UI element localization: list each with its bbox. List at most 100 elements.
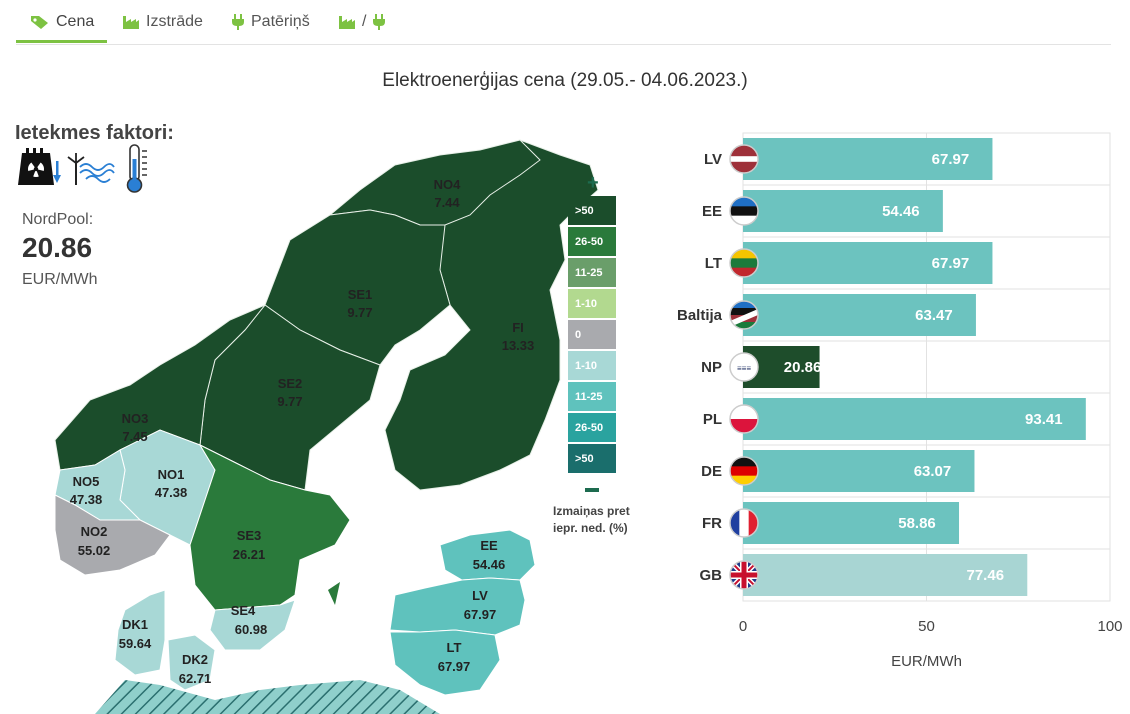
tab-izstrade[interactable]: Izstrāde (122, 10, 203, 34)
bar-value-label: 93.41 (1025, 411, 1063, 428)
estonia-flag-icon (729, 196, 759, 226)
lithuania-flag-icon (729, 248, 759, 278)
label-dk1-id: DK1 (122, 617, 148, 632)
legend-item: 26-50 (568, 227, 616, 258)
legend-plus-icon: + (587, 172, 599, 194)
label-no1-id: NO1 (158, 467, 185, 482)
legend-item: 11-25 (568, 258, 616, 289)
nuclear-plant-down-icon (18, 148, 61, 185)
label-ee-id: EE (480, 538, 498, 553)
bar-value-label: 20.86 (784, 359, 822, 376)
region-no2[interactable] (54, 494, 171, 576)
legend-item: >50 (568, 196, 616, 227)
bar-baltija (743, 294, 976, 336)
region-gotland (328, 582, 340, 605)
category-label: LT (705, 255, 722, 272)
factor-icons (16, 143, 176, 200)
germany-flag-icon (729, 456, 759, 486)
map-legend: >50 26-50 11-25 1-10 0 1-10 11-25 26-50 >50 (568, 196, 616, 475)
label-lv-id: LV (472, 588, 488, 603)
tab-ratio[interactable]: / (338, 10, 386, 34)
nordpool-unit: EUR/MWh (22, 271, 98, 288)
legend-item: >50 (568, 444, 616, 475)
label-se1-value: 9.77 (347, 305, 372, 320)
label-dk2-value: 62.71 (179, 671, 212, 686)
price-map: NO4 7.44 SE1 9.77 FI 13.33 SE2 9.77 NO3 … (54, 139, 599, 714)
label-no3-value: 7.45 (122, 429, 147, 444)
label-no1-value: 47.38 (155, 485, 188, 500)
category-label: GB (700, 567, 723, 584)
region-dk2[interactable] (167, 634, 216, 691)
category-label: EE (702, 203, 722, 220)
label-se4-id: SE4 (231, 603, 256, 618)
svg-text:≡≡≡: ≡≡≡ (737, 364, 751, 373)
category-label: Baltija (677, 307, 723, 324)
latvia-flag-icon (729, 144, 759, 174)
x-tick-label: 50 (918, 618, 935, 635)
label-no3-id: NO3 (122, 411, 149, 426)
label-dk1-value: 59.64 (119, 636, 152, 651)
tag-icon (31, 16, 48, 29)
region-lt[interactable] (389, 629, 501, 696)
category-label: DE (701, 463, 722, 480)
region-hatched-south (95, 680, 440, 714)
label-lv-value: 67.97 (464, 607, 497, 622)
category-label: NP (701, 359, 722, 376)
legend-item: 0 (568, 320, 616, 351)
bar-value-label: 54.46 (882, 203, 920, 220)
region-lv[interactable] (389, 577, 526, 636)
bar-pl (743, 398, 1086, 440)
nordpool-logo-icon: ≡≡≡ (729, 352, 759, 382)
x-tick-label: 0 (739, 618, 747, 635)
region-se4[interactable] (209, 599, 296, 651)
bar-ee (743, 190, 943, 232)
label-ee-value: 54.46 (473, 557, 506, 572)
tab-ratio-label: / (362, 13, 367, 30)
tab-paterins-label: Patēriņš (251, 13, 310, 30)
nordpool-label: NordPool: (22, 211, 94, 228)
label-no4-id: NO4 (434, 177, 462, 192)
label-se1-id: SE1 (348, 287, 373, 302)
france-flag-icon (729, 508, 759, 538)
label-se3-id: SE3 (237, 528, 262, 543)
label-fi-id: FI (512, 320, 524, 335)
category-label: LV (704, 151, 722, 168)
bar-value-label: 63.47 (915, 307, 953, 324)
active-tab-indicator (16, 40, 107, 43)
bar-value-label: 63.07 (914, 463, 952, 480)
thermometer-icon (126, 144, 147, 193)
plug-icon (232, 14, 244, 30)
price-bar-chart: 67.97 LV 54.46 EE 67.97 LT 63.47 Baltija 20.86 NP… (677, 132, 1123, 670)
label-no5-value: 47.38 (70, 492, 103, 507)
bar-fr (743, 502, 960, 544)
poland-flag-icon (729, 404, 759, 434)
legend-minus-icon (585, 488, 599, 492)
legend-item: 1-10 (568, 289, 616, 320)
tab-paterins[interactable]: Patēriņš (231, 10, 310, 34)
label-no4-value: 7.44 (434, 195, 460, 210)
label-se2-id: SE2 (278, 376, 303, 391)
label-no5-id: NO5 (73, 474, 100, 489)
category-label: PL (703, 411, 722, 428)
chart-title: Elektroenerģijas cena (29.05.- 04.06.202… (382, 70, 748, 91)
wind-water-icon (67, 153, 115, 185)
legend-note-line1: Izmaiņas pret (553, 504, 630, 518)
legend-item: 11-25 (568, 382, 616, 413)
legend-note: Izmaiņas pret iepr. ned. (%) (553, 503, 630, 537)
bar-de (743, 450, 975, 492)
region-se3[interactable] (189, 443, 351, 611)
bar-value-label: 67.97 (932, 255, 970, 272)
label-fi-value: 13.33 (502, 338, 535, 353)
label-lt-value: 67.97 (438, 659, 471, 674)
factory-icon (123, 16, 139, 29)
label-no2-value: 55.02 (78, 543, 111, 558)
category-label: FR (702, 515, 722, 532)
tab-cena[interactable]: Cena (30, 10, 94, 34)
region-labels: NO4 7.44 SE1 9.77 FI 13.33 SE2 9.77 NO3 … (70, 177, 535, 686)
baltics-flag-icon (729, 300, 759, 330)
label-dk2-id: DK2 (182, 652, 208, 667)
tab-cena-label: Cena (56, 13, 95, 30)
region-dk1[interactable] (114, 589, 166, 676)
label-se2-value: 9.77 (277, 394, 302, 409)
region-ee[interactable] (439, 529, 536, 581)
